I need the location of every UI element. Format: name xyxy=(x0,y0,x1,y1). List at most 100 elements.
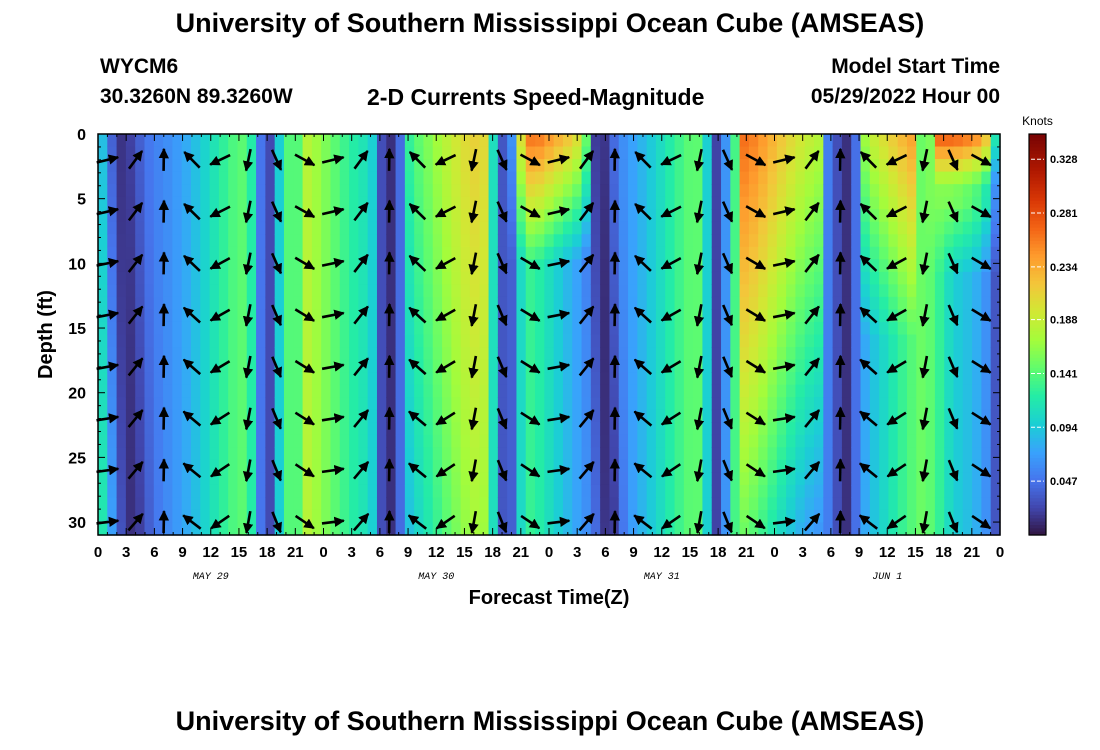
heatmap-cell xyxy=(655,221,666,235)
heatmap-cell xyxy=(907,146,917,160)
heatmap-cell xyxy=(283,134,294,148)
heatmap-cell xyxy=(748,309,759,323)
heatmap-cell xyxy=(814,134,824,148)
heatmap-cell xyxy=(628,246,638,260)
colorbar-segment xyxy=(1029,304,1046,309)
heatmap-cell xyxy=(869,334,880,348)
heatmap-cell xyxy=(562,447,573,461)
heatmap-cell xyxy=(98,246,108,260)
heatmap-cell xyxy=(144,234,155,248)
heatmap-cell xyxy=(953,259,964,273)
heatmap-cell xyxy=(442,347,452,361)
heatmap-cell xyxy=(404,372,415,386)
heatmap-cell xyxy=(293,221,304,235)
heatmap-cell xyxy=(814,209,824,223)
heatmap-cell xyxy=(665,234,676,248)
heatmap-cell xyxy=(404,497,415,511)
heatmap-cell xyxy=(246,134,257,148)
heatmap-cell xyxy=(702,472,713,486)
heatmap-cell xyxy=(934,246,945,260)
heatmap-cell xyxy=(925,372,936,386)
current-vector-arrow xyxy=(353,357,370,377)
current-vector-arrow xyxy=(435,308,456,322)
heatmap-cell xyxy=(562,271,573,285)
heatmap-cell xyxy=(488,384,499,398)
heatmap-cell xyxy=(860,184,871,198)
heatmap-cell xyxy=(367,484,378,499)
heatmap-cell xyxy=(888,497,899,511)
heatmap-cell xyxy=(600,246,611,260)
heatmap-cell xyxy=(135,134,146,148)
heatmap-cell xyxy=(302,321,313,336)
current-vector-arrow xyxy=(660,308,682,322)
heatmap-cell xyxy=(488,196,499,210)
heatmap-cell xyxy=(200,209,211,223)
heatmap-cell xyxy=(311,434,322,448)
heatmap-cell xyxy=(562,284,573,298)
heatmap-cell xyxy=(423,434,434,448)
current-vector-arrow xyxy=(127,461,144,480)
heatmap-cell xyxy=(590,146,601,160)
heatmap-cell xyxy=(135,434,146,448)
heatmap-cell xyxy=(190,384,201,398)
heatmap-cell xyxy=(879,484,890,499)
heatmap-cell xyxy=(135,372,146,386)
heatmap-cell xyxy=(916,409,927,423)
heatmap-cell xyxy=(553,509,564,524)
heatmap-cell xyxy=(516,397,527,411)
heatmap-cell xyxy=(349,359,359,373)
heatmap-cell xyxy=(637,234,648,248)
colorbar-segment xyxy=(1029,418,1046,422)
heatmap-cell xyxy=(655,347,666,361)
heatmap-cell xyxy=(590,284,601,298)
heatmap-cell xyxy=(953,459,964,473)
heatmap-cell xyxy=(200,384,211,398)
heatmap-cell xyxy=(916,271,927,285)
heatmap-cell xyxy=(814,372,824,386)
heatmap-cell xyxy=(953,134,964,148)
heatmap-cell xyxy=(367,472,378,486)
heatmap-cell xyxy=(693,397,704,411)
heatmap-cell xyxy=(404,296,415,311)
heatmap-cell xyxy=(767,184,778,198)
heatmap-cell xyxy=(907,309,917,323)
heatmap-cell xyxy=(655,447,666,461)
heatmap-cell xyxy=(432,146,443,160)
heatmap-cell xyxy=(637,334,648,348)
heatmap-cell xyxy=(256,347,266,361)
heatmap-cell xyxy=(786,497,797,511)
heatmap-cell xyxy=(990,522,1001,536)
heatmap-cell xyxy=(293,384,304,398)
heatmap-cell xyxy=(776,209,787,223)
heatmap-cell xyxy=(739,246,750,260)
heatmap-cell xyxy=(172,134,183,148)
heatmap-cell xyxy=(386,259,397,273)
heatmap-cell xyxy=(376,234,387,248)
heatmap-cell xyxy=(916,397,927,411)
heatmap-cell xyxy=(181,321,192,336)
heatmap-cell xyxy=(702,334,713,348)
heatmap-cell xyxy=(163,447,173,461)
heatmap-cell xyxy=(144,184,155,198)
heatmap-cell xyxy=(683,196,694,210)
heatmap-cell xyxy=(144,397,155,411)
heatmap-cell xyxy=(674,459,685,473)
heatmap-cell xyxy=(135,472,146,486)
heatmap-cell xyxy=(358,321,369,336)
heatmap-cell xyxy=(869,259,880,273)
heatmap-cell xyxy=(98,259,108,273)
heatmap-cell xyxy=(674,397,685,411)
heatmap-cell xyxy=(888,234,899,248)
colorbar-segment xyxy=(1029,160,1046,165)
heatmap-cell xyxy=(460,284,471,298)
heatmap-cell xyxy=(674,209,685,223)
heatmap-cell xyxy=(953,422,964,436)
heatmap-cell xyxy=(702,409,713,423)
heatmap-cell xyxy=(395,296,406,311)
heatmap-cell xyxy=(739,284,750,298)
heatmap-cell xyxy=(265,447,276,461)
x-tick-label: 3 xyxy=(799,544,807,561)
heatmap-cell xyxy=(246,397,257,411)
heatmap-cell xyxy=(507,159,518,173)
heatmap-cell xyxy=(497,184,508,198)
